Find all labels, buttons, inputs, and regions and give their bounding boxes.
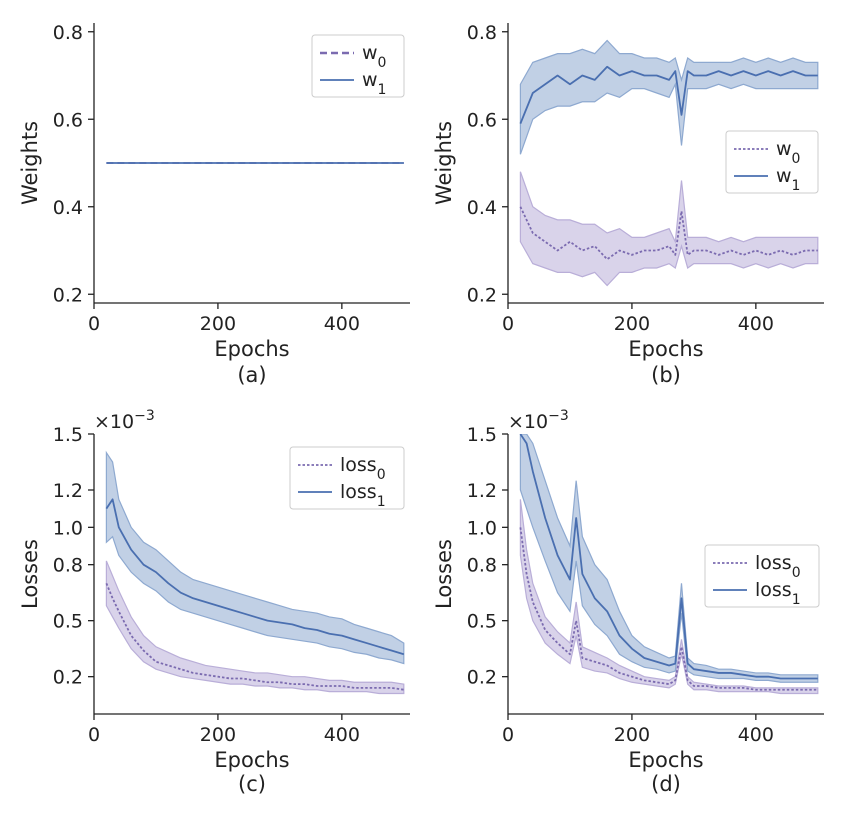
legend-frame — [704, 544, 820, 608]
band-loss1 — [105, 450, 405, 665]
panel-caption: (c) — [238, 772, 266, 796]
legend-subscript: 0 — [792, 151, 801, 167]
y-tick-label: 1.2 — [53, 480, 83, 502]
y-tick-label: 1.5 — [467, 424, 497, 446]
panel-caption: (d) — [651, 772, 681, 796]
x-axis-label: Epochs — [214, 748, 289, 772]
legend-subscript: 0 — [378, 55, 387, 71]
sci-multiplier: ×10−3 — [94, 408, 155, 433]
y-axis-label: Losses — [432, 539, 456, 609]
series-line-loss0 — [105, 582, 404, 691]
x-tick-label: 0 — [502, 313, 514, 335]
y-tick-label: 1.2 — [467, 480, 497, 502]
y-tick-label: 0.8 — [467, 22, 497, 44]
band-loss1 — [519, 434, 819, 683]
legend-subscript: 0 — [792, 565, 801, 581]
legend-frame — [311, 34, 405, 98]
y-tick-label: 1.0 — [467, 517, 497, 539]
legend-subscript: 1 — [378, 82, 387, 98]
y-tick-label: 0.4 — [467, 197, 497, 219]
series-line-loss1 — [105, 498, 405, 656]
series-line-loss1 — [519, 434, 818, 680]
x-tick-label: 0 — [88, 313, 100, 335]
y-tick-label: 1.0 — [53, 517, 83, 539]
panel-d: 0 200 400 0.2 0.5 0.8 1.0 1.2 1.5 Epochs Losses (d)… — [432, 408, 824, 796]
y-tick-label: 0.2 — [467, 667, 497, 689]
y-tick-label: 0.4 — [53, 197, 83, 219]
legend-subscript: 1 — [792, 592, 801, 608]
x-tick-label: 200 — [614, 724, 650, 746]
legend-subscript: 1 — [792, 178, 801, 194]
band-w0 — [519, 171, 819, 287]
legend-subscript: 1 — [377, 494, 386, 510]
x-tick-label: 200 — [614, 313, 650, 335]
y-tick-label: 0.8 — [53, 555, 83, 577]
band-loss0 — [105, 560, 405, 695]
x-tick-label: 200 — [200, 313, 236, 335]
x-tick-label: 400 — [738, 724, 774, 746]
y-axis-label: Weights — [432, 121, 456, 205]
band-loss0 — [519, 499, 819, 695]
x-tick-label: 0 — [88, 724, 100, 746]
legend-frame — [289, 446, 405, 510]
panel-caption: (a) — [237, 363, 266, 387]
series-line-w1 — [519, 65, 818, 124]
y-tick-label: 0.8 — [467, 555, 497, 577]
panel-c: 0 200 400 0.2 0.5 0.8 1.0 1.2 1.5 Epochs Losses (c)… — [18, 408, 410, 796]
series-line-w0 — [519, 206, 818, 261]
y-tick-label: 0.5 — [53, 611, 83, 633]
x-tick-label: 400 — [324, 313, 360, 335]
y-tick-label: 0.2 — [53, 667, 83, 689]
x-axis-label: Epochs — [628, 337, 703, 361]
series-line-loss0 — [519, 527, 818, 691]
x-axis-label: Epochs — [214, 337, 289, 361]
legend-frame — [725, 130, 819, 194]
plot-area — [519, 434, 819, 695]
y-tick-label: 0.2 — [467, 284, 497, 306]
y-tick-label: 0.6 — [467, 109, 497, 131]
y-tick-label: 0.6 — [53, 109, 83, 131]
plot-area — [105, 450, 405, 695]
x-tick-label: 200 — [200, 724, 236, 746]
band-w1 — [519, 39, 819, 155]
x-tick-label: 400 — [738, 313, 774, 335]
y-tick-label: 0.5 — [467, 611, 497, 633]
sci-multiplier: ×10−3 — [508, 408, 569, 433]
y-axis-label: Weights — [18, 121, 42, 205]
x-tick-label: 0 — [502, 724, 514, 746]
y-axis-label: Losses — [18, 539, 42, 609]
sci-exponent: −3 — [134, 408, 155, 424]
x-axis-label: Epochs — [628, 748, 703, 772]
y-tick-label: 0.8 — [53, 22, 83, 44]
sci-exponent: −3 — [548, 408, 569, 424]
y-tick-label: 0.2 — [53, 284, 83, 306]
panel-caption: (b) — [651, 363, 681, 387]
plot-area — [519, 39, 819, 287]
x-tick-label: 400 — [324, 724, 360, 746]
y-tick-label: 1.5 — [53, 424, 83, 446]
legend-subscript: 0 — [377, 467, 386, 483]
